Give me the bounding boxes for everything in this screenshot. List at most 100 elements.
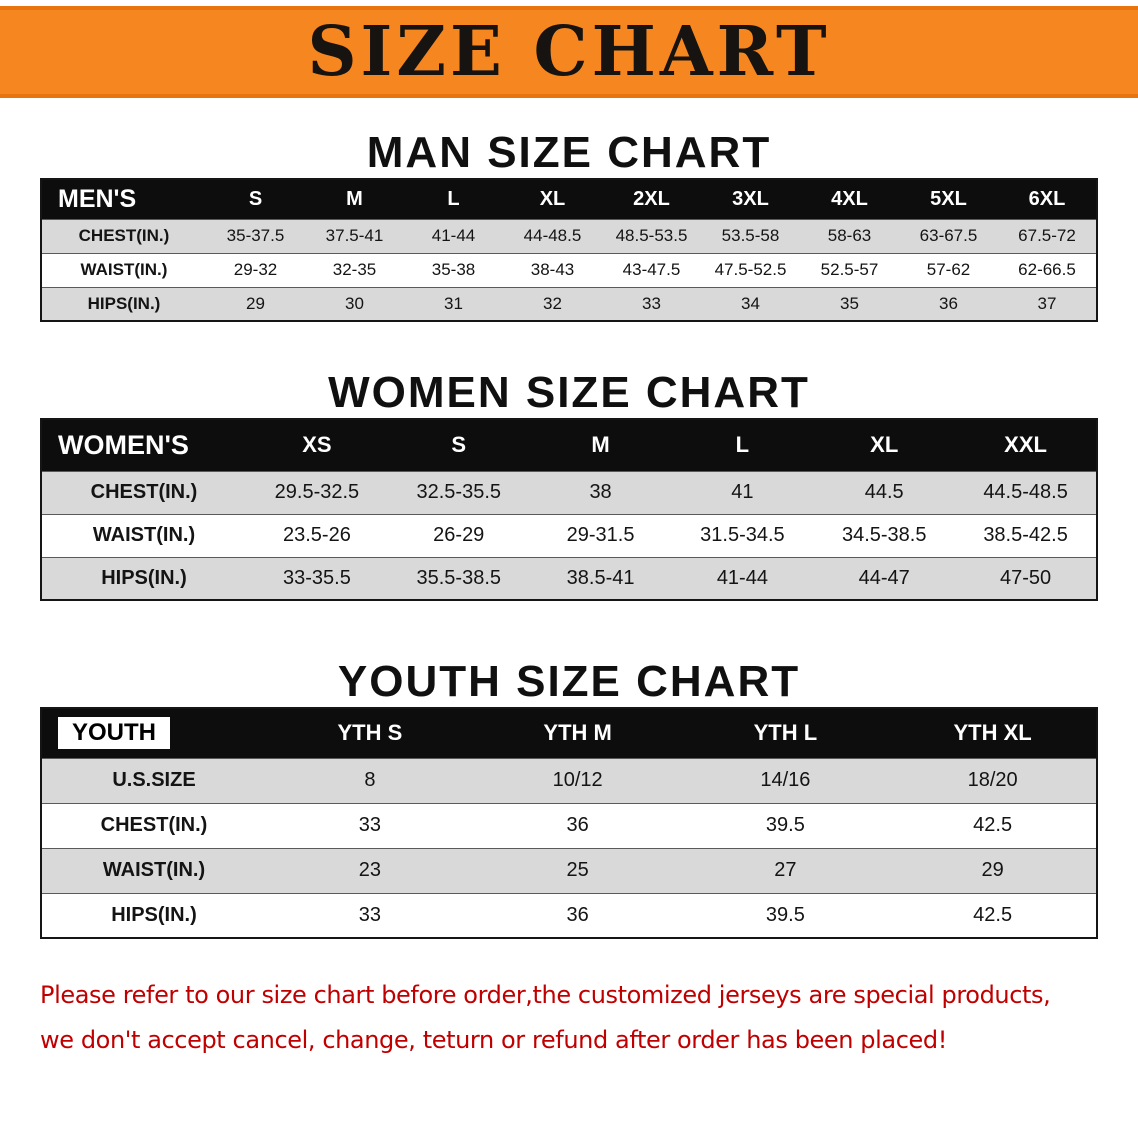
- size-chart-page: SIZE CHART MAN SIZE CHART MEN'S S M L XL…: [0, 6, 1138, 1063]
- size-cell: 32-35: [305, 252, 404, 287]
- column-header: YTH M: [473, 708, 682, 758]
- size-cell: 41-44: [404, 218, 503, 253]
- size-cell: 29-31.5: [529, 513, 672, 557]
- banner: SIZE CHART: [0, 6, 1138, 98]
- row-label: WAIST(IN.): [41, 513, 246, 557]
- men-size-table: MEN'S S M L XL 2XL 3XL 4XL 5XL 6XL CHEST…: [40, 178, 1098, 322]
- size-cell: 63-67.5: [899, 218, 998, 253]
- women-section: WOMEN SIZE CHART WOMEN'S XS S M L XL XXL…: [0, 368, 1138, 601]
- column-header: XS: [246, 419, 388, 471]
- column-header: L: [404, 179, 503, 219]
- size-cell: 43-47.5: [602, 252, 701, 287]
- size-cell: 36: [473, 892, 682, 938]
- youth-header-row: YOUTH YTH S YTH M YTH L YTH XL: [41, 708, 1097, 758]
- size-cell: 44-48.5: [503, 218, 602, 253]
- size-cell: 37: [998, 286, 1097, 321]
- size-cell: 44.5: [813, 470, 956, 514]
- size-cell: 44.5-48.5: [955, 470, 1097, 514]
- youth-size-table: YOUTH YTH S YTH M YTH L YTH XL U.S.SIZE …: [40, 707, 1098, 939]
- size-cell: 26-29: [387, 513, 530, 557]
- size-cell: 42.5: [889, 892, 1097, 938]
- size-cell: 53.5-58: [701, 218, 800, 253]
- size-cell: 10/12: [473, 757, 682, 803]
- size-cell: 38.5-41: [529, 556, 672, 600]
- column-header: 4XL: [800, 179, 899, 219]
- youth-waist-row: WAIST(IN.) 23 25 27 29: [41, 847, 1097, 893]
- size-cell: 41-44: [671, 556, 814, 600]
- row-label: HIPS(IN.): [41, 556, 246, 600]
- size-cell: 35-38: [404, 252, 503, 287]
- column-header: M: [305, 179, 404, 219]
- youth-hips-row: HIPS(IN.) 33 36 39.5 42.5: [41, 892, 1097, 938]
- size-cell: 35.5-38.5: [387, 556, 530, 600]
- size-cell: 36: [473, 802, 682, 848]
- column-header: YTH L: [681, 708, 890, 758]
- size-cell: 33: [602, 286, 701, 321]
- size-cell: 31.5-34.5: [671, 513, 814, 557]
- size-cell: 47.5-52.5: [701, 252, 800, 287]
- size-cell: 23: [266, 847, 474, 893]
- youth-title-cell: YOUTH: [41, 708, 266, 758]
- size-cell: 29: [206, 286, 305, 321]
- column-header: YTH XL: [889, 708, 1097, 758]
- size-cell: 44-47: [813, 556, 956, 600]
- row-label: HIPS(IN.): [41, 286, 206, 321]
- column-header: 3XL: [701, 179, 800, 219]
- column-header: YTH S: [266, 708, 474, 758]
- youth-chest-row: CHEST(IN.) 33 36 39.5 42.5: [41, 802, 1097, 848]
- column-header: S: [206, 179, 305, 219]
- size-cell: 8: [266, 757, 474, 803]
- column-header: L: [671, 419, 814, 471]
- disclaimer-line-2: we don't accept cancel, change, teturn o…: [40, 1026, 947, 1054]
- size-cell: 62-66.5: [998, 252, 1097, 287]
- men-hips-row: HIPS(IN.) 29 30 31 32 33 34 35 36 37: [41, 286, 1097, 321]
- disclaimer-line-1: Please refer to our size chart before or…: [40, 981, 1051, 1009]
- size-cell: 38: [529, 470, 672, 514]
- row-label: WAIST(IN.): [41, 847, 266, 893]
- size-cell: 32.5-35.5: [387, 470, 530, 514]
- youth-table-title: YOUTH: [58, 717, 170, 750]
- column-header: XL: [503, 179, 602, 219]
- size-cell: 33: [266, 892, 474, 938]
- men-waist-row: WAIST(IN.) 29-32 32-35 35-38 38-43 43-47…: [41, 252, 1097, 287]
- size-cell: 42.5: [889, 802, 1097, 848]
- youth-section-heading: YOUTH SIZE CHART: [337, 657, 801, 706]
- size-cell: 41: [671, 470, 814, 514]
- page-title: SIZE CHART: [307, 12, 831, 92]
- size-cell: 33-35.5: [246, 556, 388, 600]
- women-size-table: WOMEN'S XS S M L XL XXL CHEST(IN.) 29.5-…: [40, 418, 1098, 601]
- size-cell: 31: [404, 286, 503, 321]
- women-table-title: WOMEN'S: [41, 419, 246, 471]
- size-cell: 29: [889, 847, 1097, 893]
- size-cell: 35: [800, 286, 899, 321]
- size-cell: 27: [681, 847, 890, 893]
- row-label: HIPS(IN.): [41, 892, 266, 938]
- size-cell: 38-43: [503, 252, 602, 287]
- size-cell: 39.5: [681, 802, 890, 848]
- size-cell: 29.5-32.5: [246, 470, 388, 514]
- column-header: 6XL: [998, 179, 1097, 219]
- size-cell: 48.5-53.5: [602, 218, 701, 253]
- size-cell: 36: [899, 286, 998, 321]
- size-cell: 30: [305, 286, 404, 321]
- women-section-heading: WOMEN SIZE CHART: [328, 368, 810, 417]
- column-header: M: [529, 419, 672, 471]
- size-cell: 33: [266, 802, 474, 848]
- size-cell: 35-37.5: [206, 218, 305, 253]
- men-chest-row: CHEST(IN.) 35-37.5 37.5-41 41-44 44-48.5…: [41, 218, 1097, 253]
- disclaimer: Please refer to our size chart before or…: [40, 973, 1138, 1063]
- row-label: WAIST(IN.): [41, 252, 206, 287]
- size-cell: 25: [473, 847, 682, 893]
- size-cell: 57-62: [899, 252, 998, 287]
- youth-ussize-row: U.S.SIZE 8 10/12 14/16 18/20: [41, 757, 1097, 803]
- men-section: MAN SIZE CHART MEN'S S M L XL 2XL 3XL 4X…: [0, 128, 1138, 322]
- men-header-row: MEN'S S M L XL 2XL 3XL 4XL 5XL 6XL: [41, 179, 1097, 219]
- men-section-heading: MAN SIZE CHART: [366, 128, 772, 177]
- column-header: XL: [813, 419, 956, 471]
- men-table-title: MEN'S: [41, 179, 206, 219]
- size-cell: 32: [503, 286, 602, 321]
- size-cell: 34.5-38.5: [813, 513, 956, 557]
- row-label: CHEST(IN.): [41, 470, 246, 514]
- women-chest-row: CHEST(IN.) 29.5-32.5 32.5-35.5 38 41 44.…: [41, 470, 1097, 514]
- column-header: 5XL: [899, 179, 998, 219]
